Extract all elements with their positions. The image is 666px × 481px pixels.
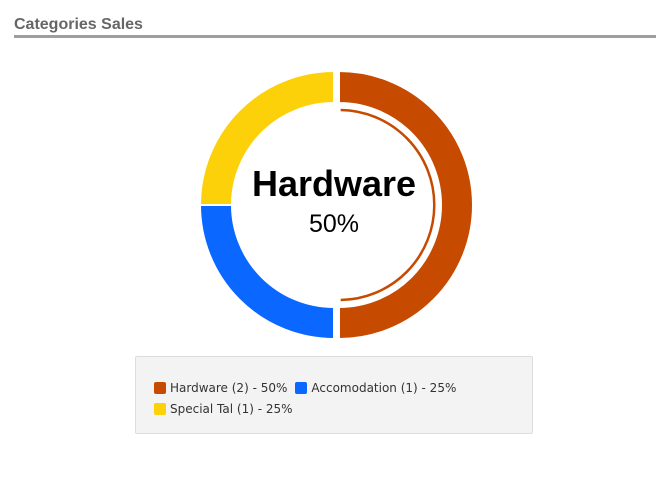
legend-item-hardware[interactable]: Hardware (2) - 50% [154,381,287,395]
legend-row: Hardware (2) - 50% Accomodation (1) - 25… [154,378,532,398]
chart-legend: Hardware (2) - 50% Accomodation (1) - 25… [135,356,533,434]
legend-label-accomodation: Accomodation (1) - 25% [311,381,457,395]
legend-swatch-special-tal [154,403,166,415]
title-divider [14,35,656,38]
legend-label-special-tal: Special Tal (1) - 25% [170,402,293,416]
legend-row: Special Tal (1) - 25% [154,399,532,419]
donut-center-value: 50% [309,210,359,238]
legend-swatch-accomodation [295,382,308,394]
donut-slices [198,69,474,341]
donut-center-label: Hardware [252,163,416,204]
legend-label-hardware: Hardware (2) - 50% [170,381,288,395]
donut-slice-special-tal[interactable] [198,69,335,206]
legend-item-special-tal[interactable]: Special Tal (1) - 25% [154,402,293,416]
donut-selection-ring [340,108,436,302]
widget-title: Categories Sales [14,16,143,33]
legend-swatch-hardware [154,382,166,394]
legend-item-accomodation[interactable]: Accomodation (1) - 25% [295,381,456,395]
donut-slice-hardware[interactable] [338,69,474,341]
